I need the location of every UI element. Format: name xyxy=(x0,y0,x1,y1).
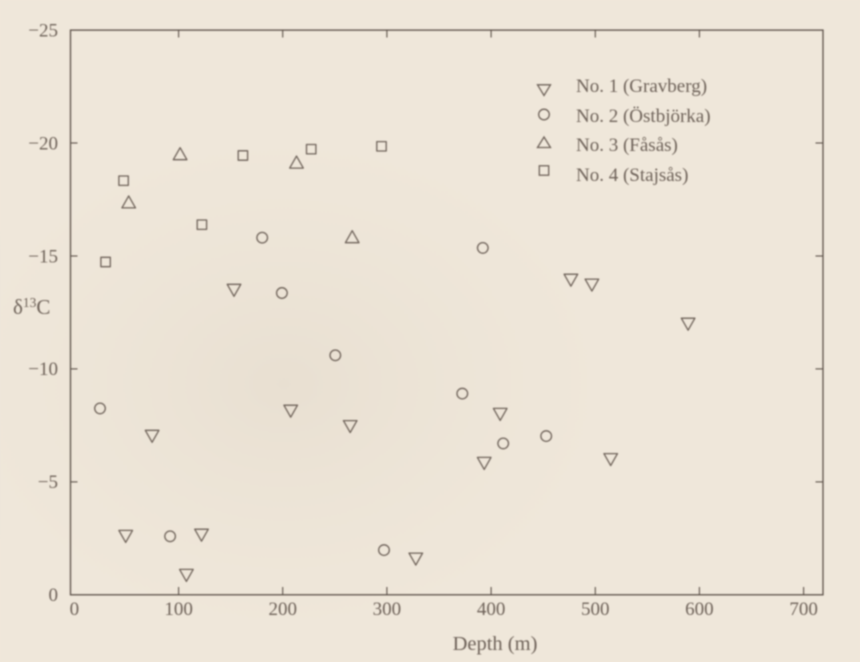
svg-text:No. 2 (Östbjörka): No. 2 (Östbjörka) xyxy=(576,106,711,127)
svg-text:700: 700 xyxy=(789,599,818,620)
svg-text:Depth (m): Depth (m) xyxy=(453,633,538,655)
svg-text:−25: −25 xyxy=(28,21,58,42)
svg-text:500: 500 xyxy=(581,599,610,620)
svg-text:No. 4 (Stajsås): No. 4 (Stajsås) xyxy=(576,165,688,186)
svg-text:No. 1 (Gravberg): No. 1 (Gravberg) xyxy=(576,76,707,97)
svg-text:No. 3 (Fåsås): No. 3 (Fåsås) xyxy=(576,135,678,156)
svg-text:100: 100 xyxy=(164,599,193,620)
svg-text:−5: −5 xyxy=(38,472,58,493)
svg-text:−15: −15 xyxy=(28,246,58,267)
svg-text:−20: −20 xyxy=(28,133,58,154)
svg-text:200: 200 xyxy=(268,599,297,620)
svg-text:0: 0 xyxy=(49,585,59,606)
svg-text:0: 0 xyxy=(70,599,80,620)
svg-text:600: 600 xyxy=(685,599,714,620)
svg-text:400: 400 xyxy=(477,599,506,620)
svg-text:300: 300 xyxy=(373,599,402,620)
svg-text:−10: −10 xyxy=(28,359,58,380)
